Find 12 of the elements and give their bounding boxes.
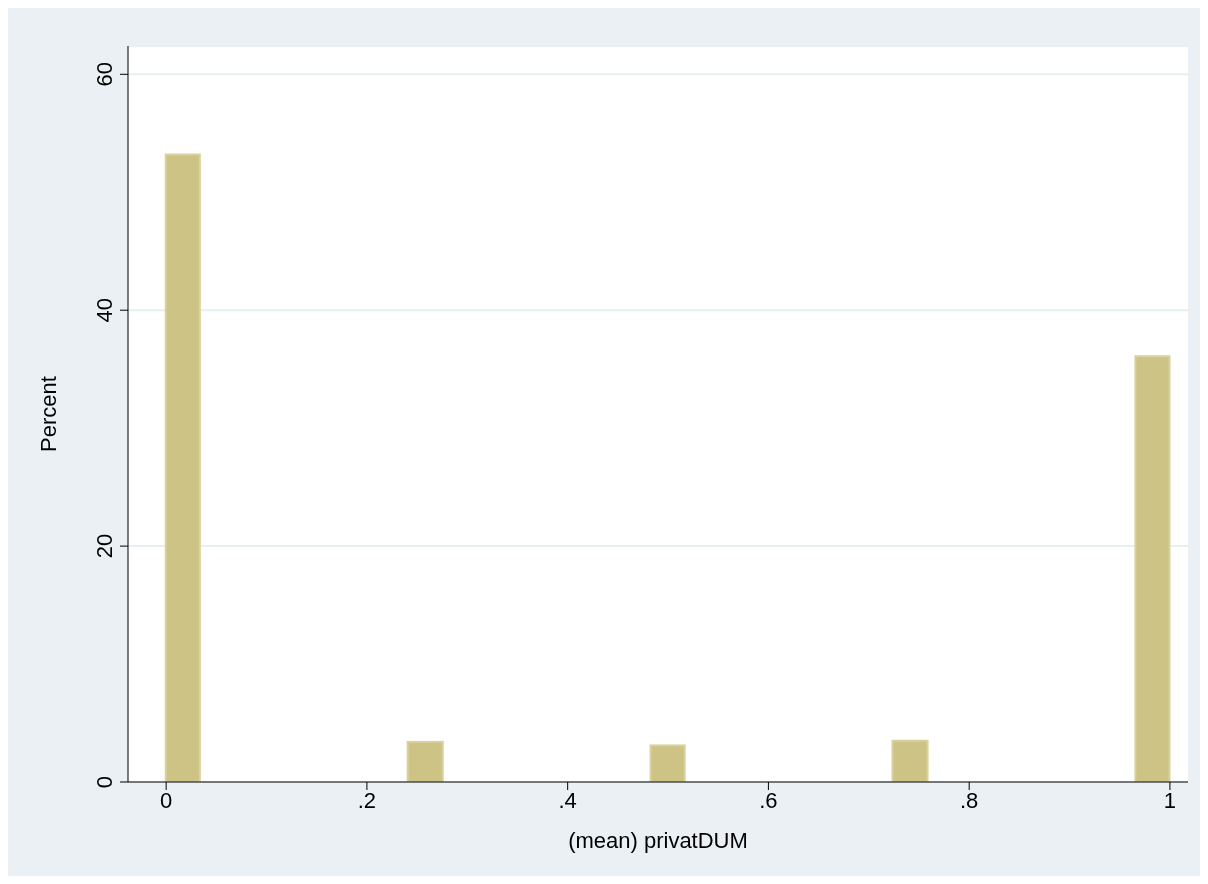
y-tick-label: 0 [92,775,117,789]
y-axis-title: Percent [35,376,61,452]
x-tick-label: .4 [558,787,577,813]
y-tick-label: 20 [92,533,117,559]
x-tick-label: .2 [357,787,377,813]
y-tick-label: 40 [92,297,117,323]
x-tick-label: .8 [959,787,979,813]
y-tick-label: 60 [92,62,117,87]
x-axis-title: (mean) privatDUM [568,828,748,853]
x-tick-label: 0 [160,787,173,813]
x-tick-label: 1 [1163,787,1177,813]
x-tick-label: .6 [759,787,778,813]
